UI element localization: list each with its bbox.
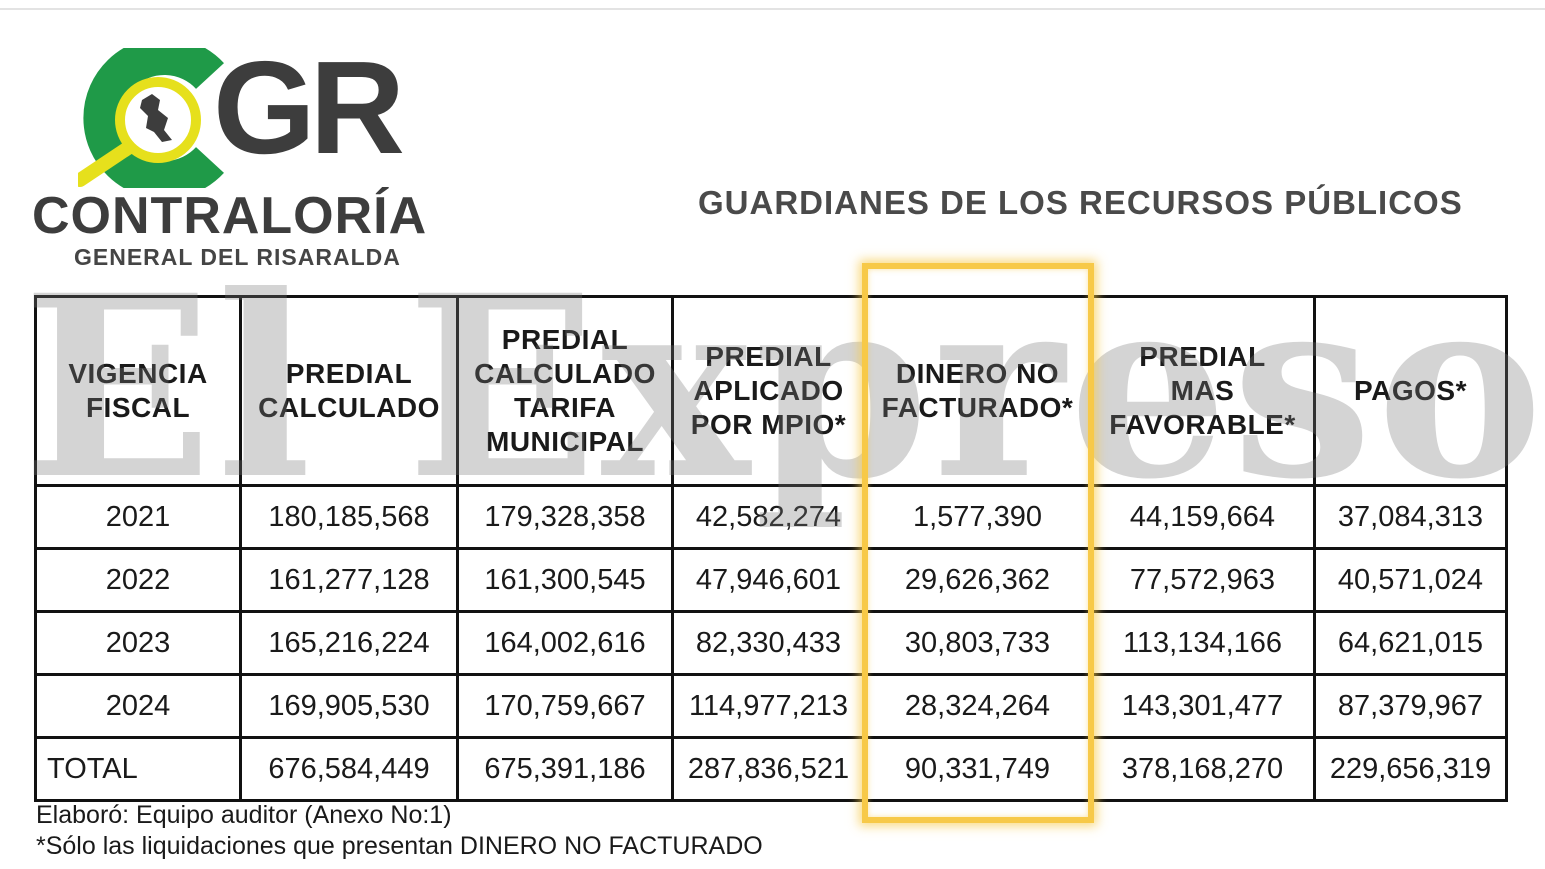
column-header-line: FACTURADO* (881, 392, 1074, 423)
total-cell: 676,584,449 (239, 736, 459, 802)
column-header-line: MAS (1170, 375, 1235, 406)
value-cell: 28,324,264 (863, 673, 1092, 739)
value-cell: 29,626,362 (863, 547, 1092, 613)
column-header-line: APLICADO (693, 375, 844, 406)
value-cell: 143,301,477 (1089, 673, 1316, 739)
value-cell: 1,577,390 (863, 484, 1092, 550)
column-header-line: PREDIAL (705, 341, 832, 372)
table-row: 2021 180,185,568 179,328,358 42,582,274 1,57… (34, 484, 1508, 550)
value-cell: 165,216,224 (239, 610, 459, 676)
value-cell: 37,084,313 (1313, 484, 1508, 550)
column-header-line: VIGENCIA (68, 358, 208, 389)
value-cell: 170,759,667 (456, 673, 674, 739)
total-cell: 229,656,319 (1313, 736, 1508, 802)
column-header-line: POR MPIO* (690, 409, 847, 440)
logo-name: CONTRALORÍA (32, 187, 428, 245)
value-cell: 169,905,530 (239, 673, 459, 739)
slogan: GUARDIANES DE LOS RECURSOS PÚBLICOS (698, 184, 1463, 221)
column-header-line: PREDIAL (1139, 341, 1266, 372)
value-cell: 77,572,963 (1089, 547, 1316, 613)
footnote-note: *Sólo las liquidaciones que presentan DI… (36, 832, 763, 860)
value-cell: 164,002,616 (456, 610, 674, 676)
cgr-logo: GR CONTRALORÍA GENERAL DEL RISARALDA (30, 42, 500, 278)
logo-acronym: GR (213, 34, 405, 181)
value-cell: 87,379,967 (1313, 673, 1508, 739)
value-cell: 82,330,433 (671, 610, 866, 676)
column-header-line: CALCULADO (474, 358, 656, 389)
column-header-line: TARIFA (513, 392, 617, 423)
value-cell: 44,159,664 (1089, 484, 1316, 550)
value-cell: 114,977,213 (671, 673, 866, 739)
column-header: PREDIAL CALCULADO TARIFA MUNICIPAL (456, 295, 674, 487)
year-cell: 2022 (34, 547, 242, 613)
column-header-line: FAVORABLE* (1109, 409, 1296, 440)
column-header-line: CALCULADO (258, 392, 440, 423)
column-header-line: DINERO NO (895, 358, 1060, 389)
value-cell: 40,571,024 (1313, 547, 1508, 613)
value-cell: 113,134,166 (1089, 610, 1316, 676)
column-header-line: FISCAL (85, 392, 191, 423)
total-cell: 675,391,186 (456, 736, 674, 802)
value-cell: 161,277,128 (239, 547, 459, 613)
column-header-line: PAGOS* (1354, 375, 1467, 406)
total-cell: 90,331,749 (863, 736, 1092, 802)
year-cell: 2024 (34, 673, 242, 739)
logo-subtitle: GENERAL DEL RISARALDA (74, 244, 401, 270)
column-header-line: PREDIAL (285, 358, 413, 389)
total-row: TOTAL 676,584,449 675,391,186 287,836,521 90… (34, 736, 1508, 802)
value-cell: 42,582,274 (671, 484, 866, 550)
value-cell: 30,803,733 (863, 610, 1092, 676)
footnote-source: Elaboró: Equipo auditor (Anexo No:1) (36, 801, 452, 829)
total-cell: 378,168,270 (1089, 736, 1316, 802)
value-cell: 161,300,545 (456, 547, 674, 613)
value-cell: 180,185,568 (239, 484, 459, 550)
column-header: PAGOS* (1313, 295, 1508, 487)
column-header: PREDIAL CALCULADO (239, 295, 459, 487)
table-row: 2022 161,277,128 161,300,545 47,946,601 29,6… (34, 547, 1508, 613)
table-row: 2023 165,216,224 164,002,616 82,330,433 30,8… (34, 610, 1508, 676)
column-header: DINERO NO FACTURADO* (863, 295, 1092, 487)
column-header-line: PREDIAL (501, 324, 629, 355)
value-cell: 179,328,358 (456, 484, 674, 550)
column-header: PREDIAL MAS FAVORABLE* (1089, 295, 1316, 487)
value-cell: 64,621,015 (1313, 610, 1508, 676)
table-header-row: VIGENCIA FISCAL PREDIAL CALCULADO PREDIAL CAL… (34, 295, 1508, 487)
year-cell: 2023 (34, 610, 242, 676)
table-row: 2024 169,905,530 170,759,667 114,977,213 28,… (34, 673, 1508, 739)
top-divider (0, 8, 1545, 10)
column-header: PREDIAL APLICADO POR MPIO* (671, 295, 866, 487)
value-cell: 47,946,601 (671, 547, 866, 613)
column-header-line: MUNICIPAL (486, 426, 644, 457)
column-header: VIGENCIA FISCAL (34, 295, 242, 487)
magnifier-map-icon (78, 48, 224, 188)
predial-table: VIGENCIA FISCAL PREDIAL CALCULADO PREDIAL CAL… (34, 295, 1508, 802)
year-cell: 2021 (34, 484, 242, 550)
total-cell: 287,836,521 (671, 736, 866, 802)
total-label: TOTAL (34, 736, 242, 802)
